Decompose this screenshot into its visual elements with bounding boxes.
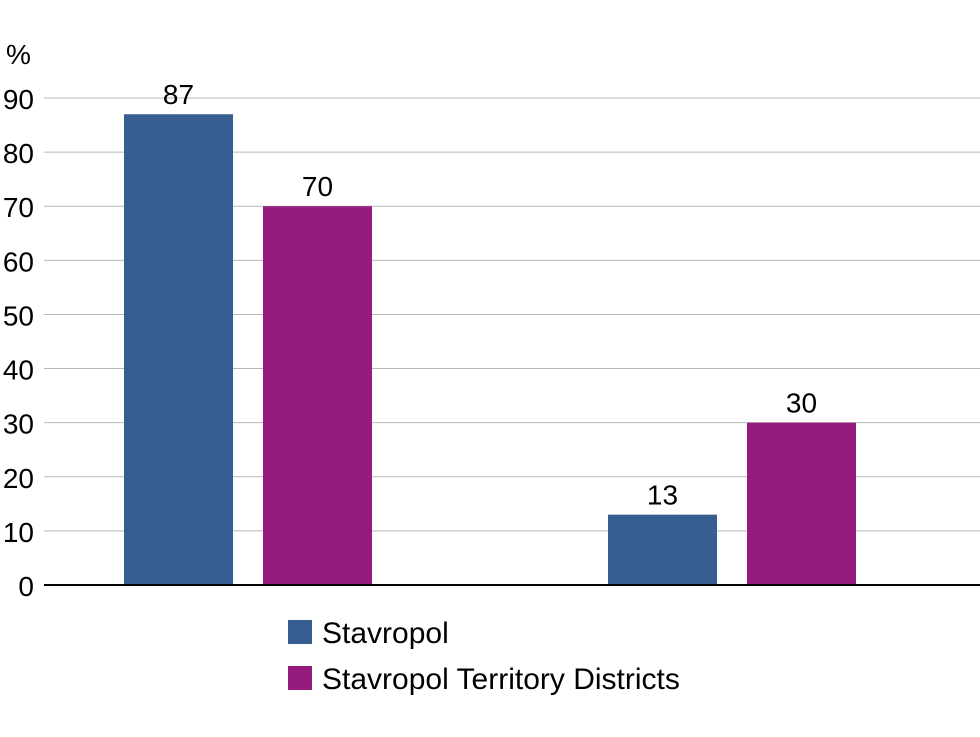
y-tick-label: 70 (3, 192, 34, 223)
legend-swatch (288, 666, 312, 690)
y-tick-label: 30 (3, 409, 34, 440)
data-label: 13 (647, 480, 678, 511)
y-tick-label: 80 (3, 138, 34, 169)
y-tick-label: 90 (3, 84, 34, 115)
legend-label: Stavropol Territory Districts (322, 663, 680, 696)
y-tick-label: 50 (3, 300, 34, 331)
data-label: 30 (786, 388, 817, 419)
data-label: 70 (302, 171, 333, 202)
bar (747, 422, 856, 585)
y-axis-label: % (6, 39, 31, 70)
bar (263, 206, 372, 585)
bars: 87 13 70 30 (124, 79, 856, 585)
y-tick-label: 60 (3, 246, 34, 277)
y-tick-label: 20 (3, 463, 34, 494)
bar (124, 114, 233, 585)
y-tick-label: 10 (3, 517, 34, 548)
y-tick-labels: 0 10 20 30 40 50 60 70 80 90 (3, 84, 34, 602)
data-label: 87 (163, 79, 194, 110)
y-tick-label: 0 (18, 571, 34, 602)
legend-label: Stavropol (322, 617, 449, 650)
legend: Stavropol Stavropol Territory Districts (288, 617, 680, 696)
bar (608, 514, 717, 585)
y-tick-label: 40 (3, 355, 34, 386)
legend-swatch (288, 620, 312, 644)
